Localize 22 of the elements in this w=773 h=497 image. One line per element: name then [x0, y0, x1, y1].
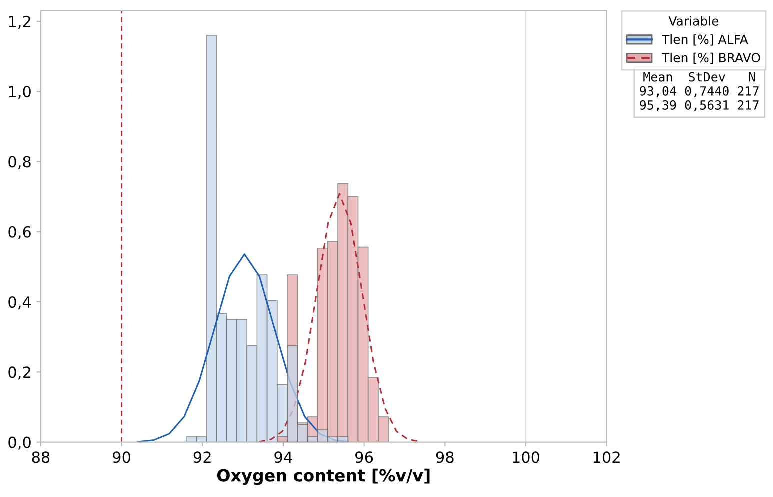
- y-tick-label: 1,0: [9, 86, 31, 100]
- text: 95,39 0,5631 217: [640, 100, 759, 112]
- x-tick-label: 96: [356, 452, 374, 464]
- x-tick-label: 90: [113, 452, 131, 464]
- y-tick-label: 0,8: [8, 156, 31, 170]
- x-tick-label: 88: [32, 452, 50, 464]
- y-tick-label: 0,2: [8, 366, 30, 380]
- x-axis-title: Oxygen content [%v/v]: [217, 468, 430, 486]
- x-tick-label: 92: [194, 452, 211, 464]
- legend-label: Tlen [%] BRAVO: [662, 52, 760, 64]
- text: Mean StDev N: [644, 72, 756, 82]
- text: 93,04 0,7440 217: [640, 86, 759, 98]
- y-tick-label: 0,0: [8, 436, 31, 450]
- x-tick-label: 98: [436, 452, 454, 464]
- y-tick-label: 1,2: [9, 16, 30, 30]
- x-tick-label: 102: [594, 452, 620, 464]
- legend-label: Tlen [%] ALFA: [662, 34, 748, 46]
- y-tick-label: 0,4: [8, 296, 32, 310]
- x-tick-label: 100: [513, 452, 540, 464]
- x-tick-label: 94: [274, 452, 292, 464]
- legend-title: Variable: [668, 16, 719, 26]
- y-tick-label: 0,6: [8, 226, 31, 240]
